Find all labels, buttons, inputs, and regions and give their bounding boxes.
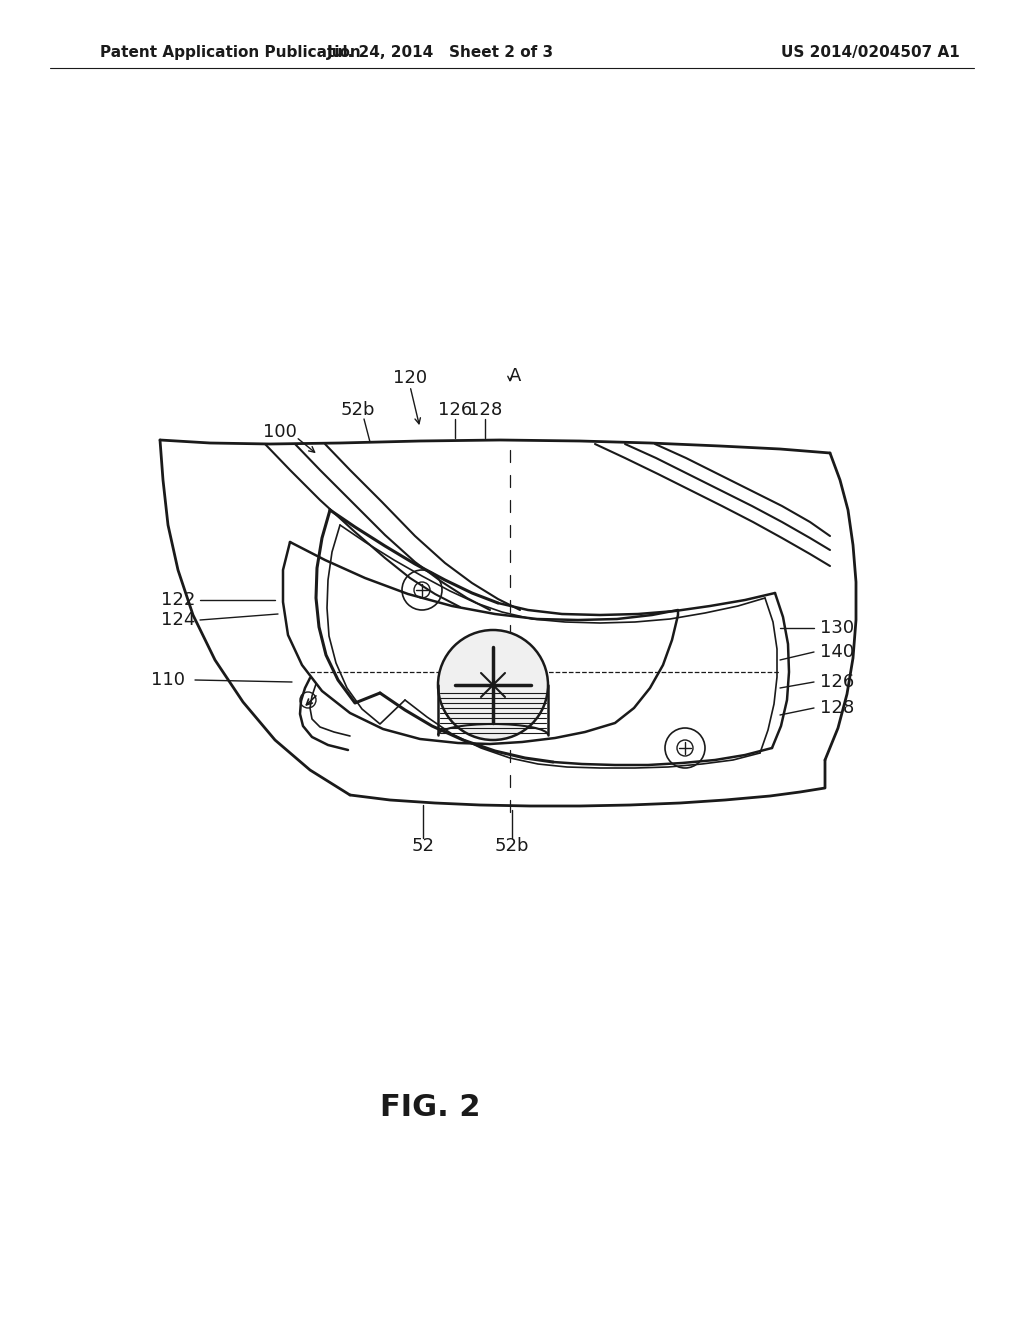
Text: 124: 124 bbox=[161, 611, 195, 630]
Text: Patent Application Publication: Patent Application Publication bbox=[100, 45, 360, 59]
Text: 52: 52 bbox=[412, 837, 434, 855]
Text: 126: 126 bbox=[820, 673, 854, 690]
Text: Jul. 24, 2014   Sheet 2 of 3: Jul. 24, 2014 Sheet 2 of 3 bbox=[327, 45, 554, 59]
Text: 52b: 52b bbox=[495, 837, 529, 855]
Text: 120: 120 bbox=[393, 370, 427, 387]
Text: 128: 128 bbox=[468, 401, 502, 418]
Text: 126: 126 bbox=[438, 401, 472, 418]
Text: 130: 130 bbox=[820, 619, 854, 638]
Circle shape bbox=[438, 630, 548, 741]
Text: 52b: 52b bbox=[341, 401, 375, 418]
Text: 140: 140 bbox=[820, 643, 854, 661]
Text: A: A bbox=[509, 367, 521, 385]
Text: 122: 122 bbox=[161, 591, 195, 609]
Text: FIG. 2: FIG. 2 bbox=[380, 1093, 480, 1122]
Text: 128: 128 bbox=[820, 700, 854, 717]
Text: US 2014/0204507 A1: US 2014/0204507 A1 bbox=[780, 45, 959, 59]
Text: 110: 110 bbox=[151, 671, 185, 689]
Text: 100: 100 bbox=[263, 422, 297, 441]
